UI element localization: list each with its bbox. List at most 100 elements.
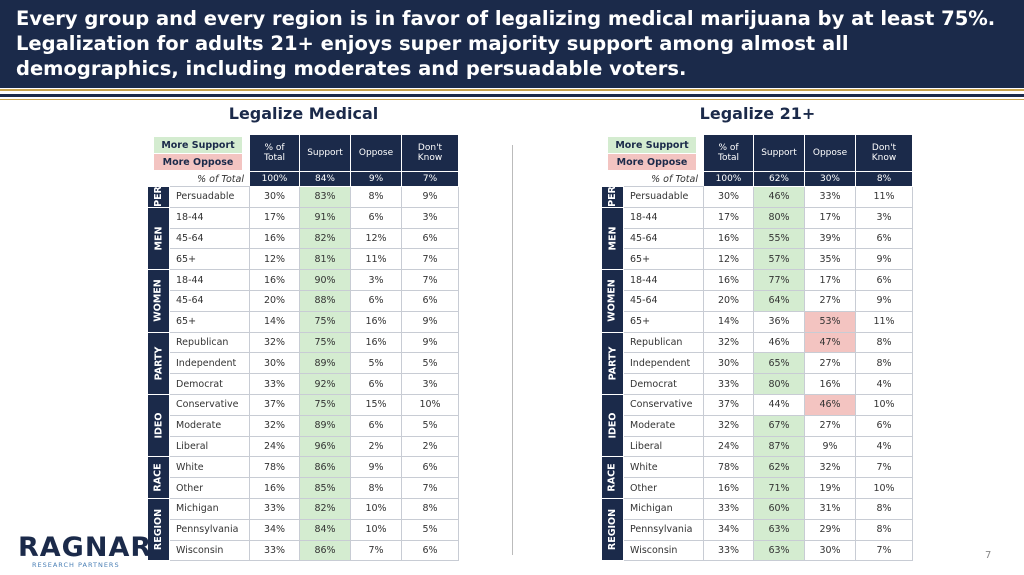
data-cell: 55%: [754, 228, 805, 250]
data-cell: 81%: [300, 249, 351, 271]
data-cell: 75%: [300, 311, 351, 333]
data-cell: 9%: [856, 291, 913, 312]
data-cell: 27%: [805, 291, 856, 312]
group-label: PER: [602, 187, 624, 208]
data-cell: 63%: [754, 540, 805, 562]
group-label-text: RACE: [153, 463, 165, 492]
total-cell: 100%: [250, 172, 300, 187]
total-cell: 100%: [704, 172, 754, 187]
stripe: [0, 99, 1024, 100]
data-cell: 17%: [805, 207, 856, 229]
row-label: Michigan: [624, 499, 704, 520]
data-cell: 27%: [805, 353, 856, 375]
total-cell: 84%: [300, 172, 351, 187]
row-label: Independent: [170, 353, 250, 375]
data-cell: 14%: [250, 311, 300, 333]
data-cell: 33%: [704, 374, 754, 395]
data-cell: 12%: [351, 228, 402, 250]
row-label: Democrat: [624, 374, 704, 395]
data-cell: 2%: [351, 436, 402, 458]
data-cell: 10%: [402, 395, 459, 416]
column-header: Don't Know: [856, 135, 913, 172]
row-label: White: [624, 457, 704, 479]
data-cell: 16%: [250, 478, 300, 499]
data-cell: 80%: [754, 207, 805, 229]
logo: RAGNAR: [18, 532, 153, 563]
row-label: 45-64: [170, 228, 250, 250]
data-cell: 37%: [704, 395, 754, 416]
row-label: 45-64: [624, 228, 704, 250]
data-cell: 33%: [250, 499, 300, 520]
data-cell: 4%: [856, 436, 913, 458]
data-cell: 32%: [250, 415, 300, 437]
row-label: Wisconsin: [170, 540, 250, 562]
data-cell: 62%: [754, 457, 805, 479]
data-cell: 64%: [754, 291, 805, 312]
total-cell: 7%: [402, 172, 459, 187]
data-cell: 53%: [805, 311, 856, 333]
data-cell: 63%: [754, 519, 805, 541]
data-cell: 32%: [704, 332, 754, 354]
data-cell: 5%: [351, 353, 402, 375]
row-label: Other: [170, 478, 250, 499]
group-label: WOMEN: [602, 270, 624, 333]
stripe: [0, 89, 1024, 91]
data-cell: 11%: [856, 311, 913, 333]
row-label: 18-44: [624, 270, 704, 291]
data-cell: 12%: [250, 249, 300, 271]
data-cell: 86%: [300, 457, 351, 479]
data-cell: 89%: [300, 353, 351, 375]
data-cell: 16%: [704, 478, 754, 499]
data-cell: 32%: [805, 457, 856, 479]
stripe: [0, 94, 1024, 97]
data-cell: 88%: [300, 291, 351, 312]
data-cell: 91%: [300, 207, 351, 229]
data-cell: 14%: [704, 311, 754, 333]
data-cell: 20%: [704, 291, 754, 312]
data-cell: 7%: [351, 540, 402, 562]
column-header: Oppose: [351, 135, 402, 172]
data-cell: 5%: [402, 415, 459, 437]
data-cell: 8%: [351, 187, 402, 208]
data-cell: 86%: [300, 540, 351, 562]
data-cell: 96%: [300, 436, 351, 458]
row-label: Independent: [624, 353, 704, 375]
data-cell: 89%: [300, 415, 351, 437]
row-label: Moderate: [170, 415, 250, 437]
group-label-text: REGION: [607, 509, 619, 551]
row-label: Other: [624, 478, 704, 499]
data-cell: 71%: [754, 478, 805, 499]
row-label: 65+: [170, 311, 250, 333]
data-cell: 46%: [754, 187, 805, 208]
group-label: IDEO: [602, 395, 624, 458]
data-cell: 10%: [351, 519, 402, 541]
row-label: White: [170, 457, 250, 479]
group-label: RACE: [148, 457, 170, 499]
data-cell: 8%: [856, 499, 913, 520]
data-cell: 6%: [351, 415, 402, 437]
data-cell: 3%: [402, 374, 459, 395]
row-label: Democrat: [170, 374, 250, 395]
page-number: 7: [985, 550, 992, 561]
data-cell: 8%: [856, 332, 913, 354]
total-cell: 9%: [351, 172, 402, 187]
group-label: RACE: [602, 457, 624, 499]
data-cell: 7%: [402, 249, 459, 271]
data-cell: 9%: [351, 457, 402, 479]
column-header: Support: [300, 135, 351, 172]
group-label-text: PER: [153, 186, 164, 208]
row-label: Persuadable: [624, 187, 704, 208]
data-cell: 15%: [351, 395, 402, 416]
row-label: 65+: [624, 311, 704, 333]
data-cell: 85%: [300, 478, 351, 499]
header-band: [0, 0, 1024, 88]
data-cell: 7%: [856, 540, 913, 562]
column-header: Support: [754, 135, 805, 172]
data-cell: 7%: [402, 270, 459, 291]
data-cell: 75%: [300, 395, 351, 416]
data-cell: 47%: [805, 332, 856, 354]
data-cell: 65%: [754, 353, 805, 375]
table-title: Legalize Medical: [228, 104, 379, 123]
group-label-text: WOMEN: [153, 279, 165, 323]
legend-oppose: More Oppose: [608, 154, 696, 170]
